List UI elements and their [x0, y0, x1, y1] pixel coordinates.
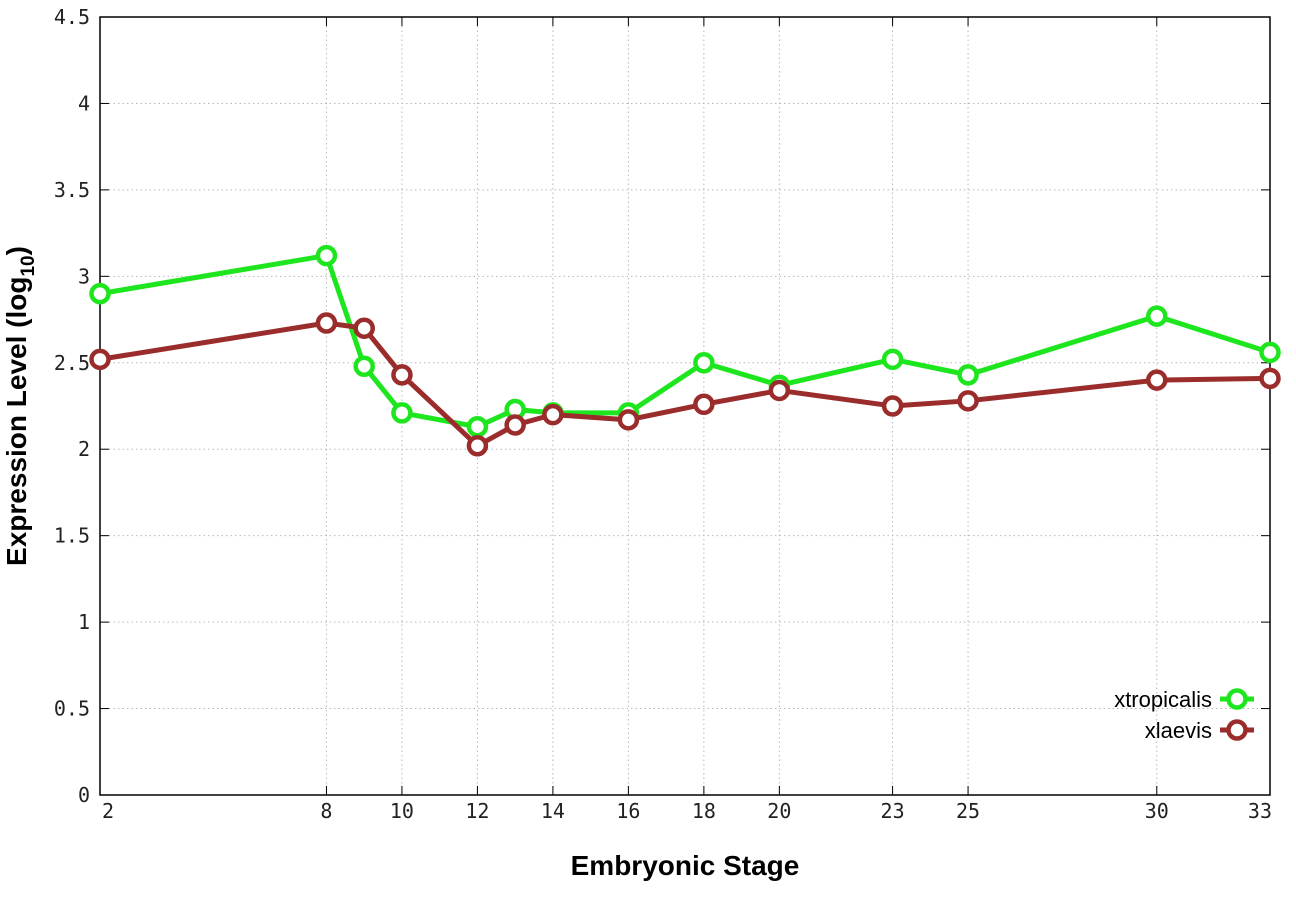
x-tick-label: 14 — [541, 799, 565, 823]
y-axis-title: Expression Level (log10) — [1, 246, 39, 566]
y-tick-label: 0.5 — [54, 697, 90, 721]
data-point — [504, 414, 526, 436]
y-tick-label: 1 — [78, 610, 90, 634]
series-line — [99, 253, 1271, 430]
x-tick-label: 25 — [956, 799, 980, 823]
legend-label: xlaevis — [1145, 718, 1212, 743]
x-tick-label: 18 — [692, 799, 716, 823]
y-tick-label: 0 — [78, 783, 90, 807]
y-tick-label: 3.5 — [54, 178, 90, 202]
series-line — [99, 320, 1271, 449]
data-point — [315, 312, 338, 334]
data-point — [315, 244, 338, 267]
data-point — [957, 390, 979, 412]
data-point — [89, 348, 111, 371]
legend-marker — [1226, 688, 1248, 710]
plot-frame — [99, 16, 1271, 796]
data-point — [617, 409, 640, 431]
x-tick-label: 12 — [465, 799, 489, 823]
data-point — [1259, 341, 1281, 364]
data-point — [466, 435, 489, 457]
y-axis-title-subscript: 10 — [18, 255, 39, 276]
data-point — [542, 403, 564, 426]
x-tick-label: 2 — [102, 799, 114, 823]
grid-layer — [100, 17, 1270, 795]
y-tick-label: 1.5 — [54, 524, 90, 548]
y-tick-label: 4 — [78, 91, 90, 115]
data-point — [353, 317, 375, 339]
x-tick-label: 8 — [320, 799, 332, 823]
legend-label: xtropicalis — [1114, 687, 1212, 712]
data-point — [89, 282, 111, 305]
data-point — [881, 395, 904, 417]
data-point — [693, 393, 715, 416]
data-point — [957, 364, 979, 386]
data-point — [693, 352, 715, 374]
legend-marker — [1226, 719, 1248, 741]
tick-layer: 0 0.5 1 1.5 2 2.5 3 3.5 4 4.5 2 8 10 12 14 16 18 20 23 25 30… — [54, 5, 1272, 823]
y-tick-label: 4.5 — [54, 5, 90, 29]
legend-item-xlaevis: xlaevis — [1145, 718, 1254, 743]
data-point — [1259, 367, 1281, 390]
data-point — [1146, 369, 1168, 391]
data-point — [1146, 305, 1168, 327]
series-xlaevis — [89, 312, 1281, 457]
x-tick-label: 30 — [1145, 799, 1169, 823]
x-tick-label: 23 — [881, 799, 905, 823]
x-tick-label: 10 — [390, 799, 414, 823]
legend-item-xtropicalis: xtropicalis — [1114, 687, 1254, 712]
y-axis-title-main: Expression Level (log — [1, 277, 32, 566]
y-tick-label: 2.5 — [54, 351, 90, 375]
data-point — [881, 348, 904, 371]
data-point — [353, 355, 375, 377]
y-axis-title-close: ) — [1, 246, 32, 255]
x-tick-label: 33 — [1248, 799, 1272, 823]
x-tick-label: 16 — [616, 799, 640, 823]
y-tick-label: 3 — [78, 264, 90, 288]
data-point — [466, 415, 489, 438]
x-tick-label: 20 — [767, 799, 791, 823]
data-point — [391, 402, 413, 424]
x-axis-title: Embryonic Stage — [571, 850, 800, 881]
series-layer — [89, 244, 1281, 457]
legend: xtropicalis xlaevis — [1114, 687, 1254, 743]
y-tick-label: 2 — [78, 437, 90, 461]
data-point — [768, 379, 791, 402]
data-point — [391, 364, 413, 386]
